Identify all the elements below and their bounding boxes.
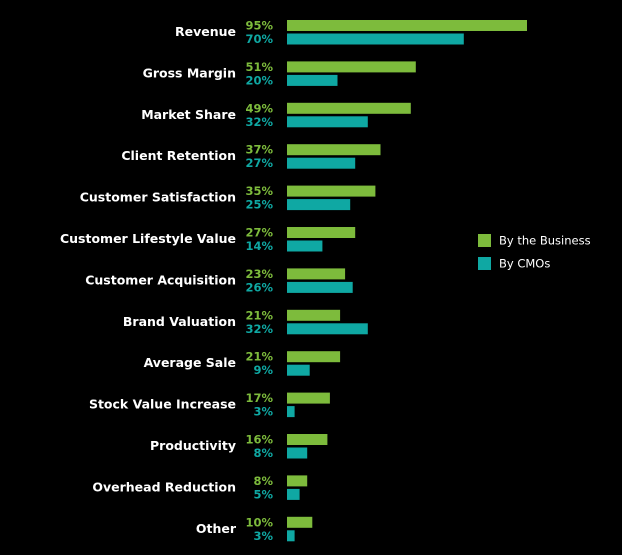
category-label: Revenue <box>175 24 236 39</box>
cmo-value-label: 3% <box>253 529 273 543</box>
category-label: Market Share <box>141 107 236 122</box>
business-value-label: 8% <box>253 474 273 488</box>
bar-group: Productivity 16%8% <box>150 433 328 460</box>
business-value-label: 49% <box>245 101 273 115</box>
category-label: Gross Margin <box>143 65 236 80</box>
bar-group: Market Share 49%32% <box>141 101 411 129</box>
cmo-value-label: 5% <box>253 487 273 501</box>
category-label: Customer Acquisition <box>85 272 236 287</box>
business-value-label: 95% <box>245 19 273 33</box>
business-value-label: 27% <box>245 226 273 240</box>
cmo-value-label: 9% <box>253 363 273 377</box>
bar-group: Customer Satisfaction 35%25% <box>80 184 376 212</box>
cmo-value-label: 8% <box>253 446 273 460</box>
bar-group: Stock Value Increase 17%3% <box>89 391 330 419</box>
business-bar <box>287 61 416 73</box>
bar-group: Overhead Reduction 8%5% <box>92 474 308 501</box>
bar-group: Client Retention 37%27% <box>121 143 381 170</box>
cmo-value-label: 70% <box>245 32 273 46</box>
cmo-bar <box>287 116 368 128</box>
cmo-value-label: 32% <box>245 322 273 336</box>
business-bar <box>287 102 411 114</box>
cmo-bar <box>287 364 310 376</box>
legend-label: By CMOs <box>499 257 550 271</box>
business-bar <box>287 268 346 280</box>
cmo-bar <box>287 447 308 459</box>
legend-swatch <box>478 234 491 247</box>
legend-swatch <box>478 257 491 270</box>
business-value-label: 37% <box>245 143 273 157</box>
business-value-label: 17% <box>245 391 273 405</box>
bar-group: Revenue 95%70% <box>175 19 527 46</box>
cmo-bar <box>287 323 368 335</box>
cmo-value-label: 3% <box>253 405 273 419</box>
business-value-label: 35% <box>245 184 273 198</box>
cmo-bar <box>287 406 295 418</box>
business-value-label: 21% <box>245 308 273 322</box>
cmo-value-label: 27% <box>245 156 273 170</box>
category-label: Stock Value Increase <box>89 397 236 412</box>
business-value-label: 23% <box>245 267 273 281</box>
cmo-bar <box>287 281 353 293</box>
cmo-value-label: 25% <box>245 198 273 212</box>
bar-group: Average Sale 21%9% <box>144 350 341 377</box>
cmo-bar <box>287 74 338 86</box>
business-value-label: 16% <box>245 433 273 447</box>
business-bar <box>287 144 381 156</box>
bar-group: Customer Acquisition 23%26% <box>85 267 353 294</box>
cmo-value-label: 32% <box>245 115 273 129</box>
category-label: Average Sale <box>144 355 236 370</box>
business-value-label: 10% <box>245 515 273 529</box>
category-label: Productivity <box>150 438 236 453</box>
category-label: Customer Lifestyle Value <box>60 231 236 246</box>
cmo-value-label: 14% <box>245 239 273 253</box>
legend-item: By the Business <box>478 234 591 248</box>
business-bar <box>287 475 308 487</box>
bar-group: Customer Lifestyle Value 27%14% <box>60 226 356 253</box>
bar-group: Gross Margin 51%20% <box>143 60 416 87</box>
business-bar <box>287 351 341 363</box>
legend-item: By CMOs <box>478 257 550 271</box>
business-bar <box>287 309 341 321</box>
category-label: Customer Satisfaction <box>80 190 236 205</box>
cmo-value-label: 26% <box>245 280 273 294</box>
legend: By the Business By CMOs <box>478 234 591 271</box>
cmo-bar <box>287 33 464 45</box>
category-label: Client Retention <box>121 148 236 163</box>
cmo-bar <box>287 488 300 500</box>
cmo-value-label: 20% <box>245 73 273 87</box>
cmo-bar <box>287 530 295 542</box>
business-bar <box>287 227 356 238</box>
bar-group: Brand Valuation 21%32% <box>123 308 368 336</box>
business-bar <box>287 434 328 445</box>
business-bar <box>287 392 330 404</box>
category-label: Other <box>196 521 237 536</box>
cmo-bar <box>287 199 351 211</box>
category-label: Brand Valuation <box>123 314 236 329</box>
cmo-bar <box>287 240 323 252</box>
business-bar <box>287 516 313 528</box>
business-value-label: 51% <box>245 60 273 74</box>
business-bar <box>287 185 376 197</box>
category-label: Overhead Reduction <box>92 479 236 494</box>
cmo-bar <box>287 157 356 169</box>
business-bar <box>287 20 527 31</box>
bars-layer: Revenue 95%70% Gross Margin 51%20% Market Sh… <box>60 19 527 543</box>
bar-group: Other 10%3% <box>196 515 313 543</box>
business-value-label: 21% <box>245 350 273 364</box>
legend-label: By the Business <box>499 234 591 248</box>
